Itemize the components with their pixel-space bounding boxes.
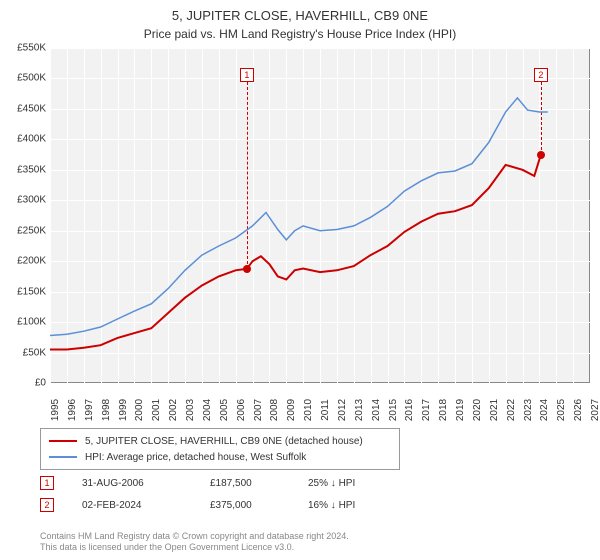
transaction-row: 1 31-AUG-2006 £187,500 25% ↓ HPI: [40, 472, 408, 494]
transaction-delta: 16% ↓ HPI: [308, 500, 408, 511]
x-tick-label: 2007: [253, 399, 264, 421]
legend-swatch: [49, 456, 77, 458]
legend-label: HPI: Average price, detached house, West…: [85, 452, 306, 463]
x-tick-label: 2026: [573, 399, 584, 421]
x-tick-label: 1995: [50, 399, 61, 421]
series-property: [50, 155, 541, 350]
x-tick-label: 2016: [404, 399, 415, 421]
x-tick-label: 2010: [303, 399, 314, 421]
legend-swatch: [49, 440, 77, 442]
x-tick-label: 2002: [168, 399, 179, 421]
plot-area: £0£50K£100K£150K£200K£250K£300K£350K£400…: [50, 48, 590, 383]
x-tick-label: 2004: [202, 399, 213, 421]
x-tick-label: 1996: [67, 399, 78, 421]
x-tick-label: 2003: [185, 399, 196, 421]
marker-dot-1: [243, 265, 251, 273]
x-tick-label: 1999: [118, 399, 129, 421]
y-tick-label: £550K: [0, 43, 46, 54]
transaction-row: 2 02-FEB-2024 £375,000 16% ↓ HPI: [40, 494, 408, 516]
x-tick-label: 2018: [438, 399, 449, 421]
transaction-price: £375,000: [210, 500, 280, 511]
x-tick-label: 2025: [556, 399, 567, 421]
legend-box: 5, JUPITER CLOSE, HAVERHILL, CB9 0NE (de…: [40, 428, 400, 470]
x-tick-label: 2017: [421, 399, 432, 421]
x-tick-label: 2009: [286, 399, 297, 421]
transaction-marker: 2: [40, 498, 54, 512]
transaction-price: £187,500: [210, 478, 280, 489]
chart-subtitle: Price paid vs. HM Land Registry's House …: [0, 23, 600, 41]
x-tick-label: 2021: [489, 399, 500, 421]
marker-box-1: 1: [240, 68, 254, 82]
x-tick-label: 2023: [523, 399, 534, 421]
x-tick-label: 2022: [506, 399, 517, 421]
transaction-marker: 1: [40, 476, 54, 490]
y-tick-label: £500K: [0, 73, 46, 84]
x-tick-label: 2008: [269, 399, 280, 421]
footer-line1: Contains HM Land Registry data © Crown c…: [40, 531, 349, 543]
x-tick-label: 2027: [590, 399, 600, 421]
chart-lines: [50, 48, 590, 383]
y-tick-label: £50K: [0, 347, 46, 358]
y-tick-label: £350K: [0, 164, 46, 175]
y-tick-label: £100K: [0, 317, 46, 328]
y-tick-label: £400K: [0, 134, 46, 145]
footer-attribution: Contains HM Land Registry data © Crown c…: [40, 531, 349, 554]
x-tick-label: 2020: [472, 399, 483, 421]
transaction-date: 31-AUG-2006: [82, 478, 182, 489]
x-tick-label: 1998: [101, 399, 112, 421]
y-tick-label: £150K: [0, 286, 46, 297]
x-tick-label: 2024: [539, 399, 550, 421]
chart-container: 5, JUPITER CLOSE, HAVERHILL, CB9 0NE Pri…: [0, 0, 600, 560]
y-tick-label: £450K: [0, 103, 46, 114]
x-tick-label: 2013: [354, 399, 365, 421]
gridline-v: [590, 48, 591, 383]
x-tick-label: 2000: [134, 399, 145, 421]
marker-box-2: 2: [534, 68, 548, 82]
y-tick-label: £0: [0, 378, 46, 389]
legend-item: HPI: Average price, detached house, West…: [49, 449, 391, 465]
series-hpi: [50, 98, 548, 336]
gridline-h: [50, 383, 590, 384]
x-tick-label: 2015: [388, 399, 399, 421]
transaction-date: 02-FEB-2024: [82, 500, 182, 511]
legend-item: 5, JUPITER CLOSE, HAVERHILL, CB9 0NE (de…: [49, 433, 391, 449]
x-tick-label: 2014: [371, 399, 382, 421]
x-tick-label: 2019: [455, 399, 466, 421]
transaction-delta: 25% ↓ HPI: [308, 478, 408, 489]
chart-title: 5, JUPITER CLOSE, HAVERHILL, CB9 0NE: [0, 0, 600, 23]
x-tick-label: 2005: [219, 399, 230, 421]
x-tick-label: 2006: [236, 399, 247, 421]
y-tick-label: £300K: [0, 195, 46, 206]
legend-label: 5, JUPITER CLOSE, HAVERHILL, CB9 0NE (de…: [85, 436, 363, 447]
marker-dot-2: [537, 151, 545, 159]
y-tick-label: £200K: [0, 256, 46, 267]
footer-line2: This data is licensed under the Open Gov…: [40, 542, 349, 554]
x-tick-label: 2011: [320, 399, 331, 421]
x-tick-label: 1997: [84, 399, 95, 421]
transaction-table: 1 31-AUG-2006 £187,500 25% ↓ HPI 2 02-FEB-202…: [40, 472, 408, 516]
x-tick-label: 2001: [151, 399, 162, 421]
x-tick-label: 2012: [337, 399, 348, 421]
y-tick-label: £250K: [0, 225, 46, 236]
